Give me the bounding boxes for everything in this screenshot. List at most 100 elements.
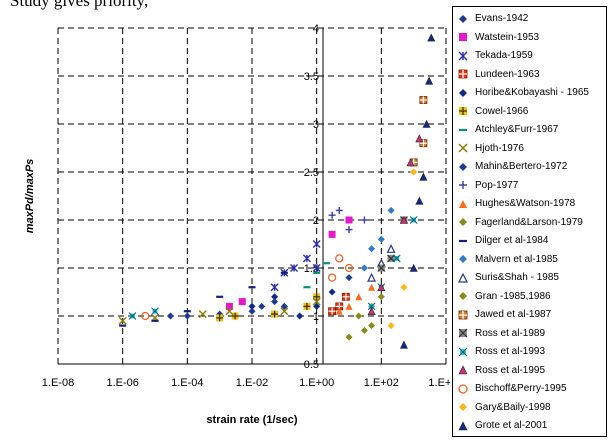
legend-marker-icon xyxy=(459,33,467,41)
data-point xyxy=(377,264,386,272)
legend-label: Cowel-1966 xyxy=(475,105,529,117)
data-point xyxy=(360,326,368,334)
data-point xyxy=(368,322,376,330)
legend-item: Suris&Shah - 1985 xyxy=(457,269,559,286)
legend-marker-icon xyxy=(459,255,467,263)
data-point xyxy=(128,312,137,320)
data-point xyxy=(406,158,415,167)
legend-label: Hughes&Watson-1978 xyxy=(475,198,576,209)
legend-marker-icon xyxy=(458,272,468,283)
data-point xyxy=(280,307,289,316)
legend-marker-icon xyxy=(459,218,467,226)
legend-label: Watstein-1953 xyxy=(475,31,540,43)
data-point xyxy=(387,254,395,263)
legend-marker-icon xyxy=(459,239,467,242)
data-point xyxy=(360,216,368,224)
data-point xyxy=(216,314,224,322)
legend-item: Malvern et al-1985 xyxy=(457,251,558,268)
data-point xyxy=(387,206,395,214)
legend-item: Bischoff&Perry-1995 xyxy=(457,380,567,397)
data-point xyxy=(400,283,408,291)
legend-marker-icon xyxy=(459,107,467,115)
data-point xyxy=(296,312,304,320)
x-tick-label: 1.E+00 xyxy=(299,377,334,389)
data-point xyxy=(312,240,321,248)
legend-label: Mahin&Bertero-1972 xyxy=(475,161,568,172)
data-point xyxy=(328,288,336,296)
data-point xyxy=(399,340,408,349)
legend: Evans-1942 Watstein-1953 Tekada-1959 Lundee… xyxy=(452,6,607,437)
data-point xyxy=(360,264,368,272)
legend-marker-icon xyxy=(459,403,467,411)
data-point xyxy=(409,263,418,272)
legend-item: Dilger et al-1984 xyxy=(457,232,548,249)
data-point xyxy=(225,307,234,316)
data-point xyxy=(270,283,279,292)
data-point xyxy=(231,312,239,320)
legend-label: Bischoff&Perry-1995 xyxy=(475,383,567,394)
legend-marker-icon xyxy=(459,181,467,189)
data-point xyxy=(335,206,343,214)
y-tick-labels: 0.511.522.533.54 xyxy=(304,23,319,371)
y-axis-label: maxPd/maxPs xyxy=(24,159,36,234)
data-point xyxy=(248,307,256,315)
data-point xyxy=(280,302,288,310)
y-tick-label: 3 xyxy=(313,119,319,131)
legend-label: Horibe&Kobayashi - 1965 xyxy=(475,87,589,98)
data-point xyxy=(377,235,385,243)
data-point xyxy=(198,310,207,319)
data-point xyxy=(248,302,256,310)
legend-item: Grote et al-2001 xyxy=(457,417,547,434)
legend-label: Atchley&Furr-1967 xyxy=(475,124,559,135)
data-point xyxy=(345,302,353,310)
legend-label: Tekada-1959 xyxy=(475,50,533,61)
x-tick-labels: 1.E-08 1.E-06 1.E-04 1.E-02 1.E+00 1.E+02 1.E+… xyxy=(42,377,450,389)
y-tick-label: 3.5 xyxy=(304,71,319,83)
data-point xyxy=(118,316,127,325)
legend-item: Gary&Baily-1998 xyxy=(457,399,551,416)
data-point xyxy=(409,216,418,224)
legend-item: Hughes&Watson-1978 xyxy=(457,195,575,212)
legend-label: Pop-1977 xyxy=(475,179,519,191)
data-point xyxy=(312,297,321,306)
data-point xyxy=(355,312,363,320)
data-point xyxy=(313,302,321,310)
data-point xyxy=(225,302,233,310)
data-point xyxy=(367,307,376,316)
legend-item: Cowel-1966 xyxy=(457,103,528,120)
scatter-chart: 1.E-08 1.E-06 1.E-04 1.E-02 1.E+00 1.E+02 1.E+… xyxy=(24,23,450,426)
legend-marker-icon xyxy=(458,365,468,375)
legend-marker-icon xyxy=(458,383,468,394)
data-point xyxy=(166,312,174,320)
data-point xyxy=(399,215,408,224)
data-point xyxy=(183,312,191,320)
legend-marker-icon xyxy=(459,162,467,171)
data-point xyxy=(258,302,266,310)
data-point xyxy=(422,119,431,128)
legend-marker-icon xyxy=(459,128,467,131)
data-point xyxy=(313,293,321,301)
data-point xyxy=(392,254,401,263)
data-point xyxy=(345,333,353,341)
data-point xyxy=(290,264,299,272)
legend-marker-icon xyxy=(458,143,468,153)
data-point xyxy=(238,298,246,306)
x-tick-label: 1.E-06 xyxy=(106,377,138,389)
x-tick-label: 1.E-08 xyxy=(42,377,74,389)
data-point xyxy=(327,273,337,282)
data-point xyxy=(328,230,336,238)
data-point xyxy=(368,283,376,291)
legend-label: Ross et al-1989 xyxy=(475,327,546,339)
data-point xyxy=(387,322,395,330)
legend-label: Fagerland&Larson-1979 xyxy=(475,216,583,228)
legend-marker-icon xyxy=(459,14,467,23)
legend-item: Ross et al-1993 xyxy=(457,343,545,360)
data-point xyxy=(271,310,279,318)
data-point xyxy=(344,263,354,273)
data-point xyxy=(345,274,353,282)
x-tick-label: 1.E-04 xyxy=(171,377,203,389)
data-point xyxy=(367,302,376,311)
legend-marker-icon xyxy=(458,420,468,430)
legend-label: Dilger et al-1984 xyxy=(475,235,549,246)
data-point xyxy=(302,254,311,263)
